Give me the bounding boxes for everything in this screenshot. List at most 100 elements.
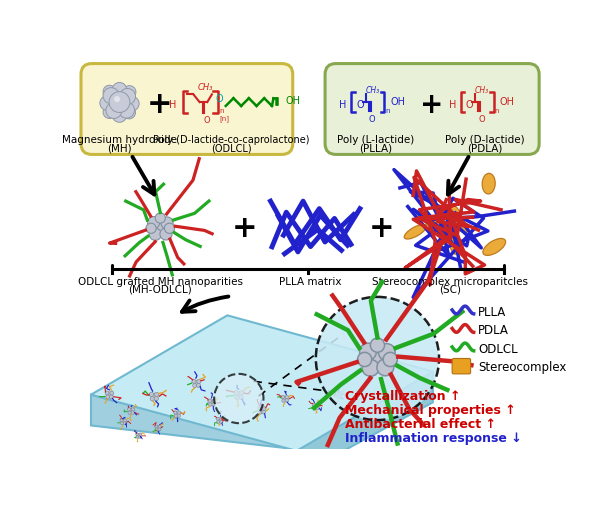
Text: (PLLA): (PLLA): [359, 143, 393, 153]
Circle shape: [123, 107, 136, 120]
Circle shape: [192, 384, 197, 388]
Circle shape: [103, 107, 116, 119]
Circle shape: [137, 434, 140, 437]
Text: n: n: [385, 108, 390, 114]
Circle shape: [282, 399, 286, 402]
Circle shape: [150, 397, 154, 401]
Circle shape: [136, 436, 139, 438]
Circle shape: [362, 360, 379, 377]
Text: O: O: [478, 115, 485, 124]
Text: Stereocomplex: Stereocomplex: [479, 361, 567, 374]
Polygon shape: [91, 395, 296, 449]
Circle shape: [129, 409, 133, 413]
Text: O: O: [216, 94, 223, 104]
Circle shape: [283, 396, 287, 401]
Circle shape: [208, 399, 212, 403]
Ellipse shape: [449, 236, 459, 255]
Text: (SC): (SC): [439, 284, 461, 294]
Circle shape: [358, 352, 371, 367]
Text: OH: OH: [500, 96, 515, 107]
Text: H: H: [169, 100, 177, 110]
Circle shape: [110, 395, 113, 399]
Circle shape: [260, 408, 264, 413]
Text: n: n: [220, 108, 224, 114]
Circle shape: [316, 297, 439, 420]
Circle shape: [337, 393, 341, 397]
Text: +: +: [368, 214, 394, 242]
Circle shape: [197, 384, 200, 388]
Text: O: O: [466, 100, 474, 110]
Circle shape: [103, 88, 119, 105]
Circle shape: [113, 83, 126, 97]
Circle shape: [192, 380, 196, 384]
Circle shape: [239, 391, 244, 395]
Circle shape: [377, 359, 394, 376]
Text: OH: OH: [391, 96, 405, 107]
Polygon shape: [296, 372, 433, 476]
Ellipse shape: [436, 217, 446, 242]
Circle shape: [146, 224, 156, 234]
Circle shape: [258, 411, 262, 414]
Circle shape: [262, 407, 266, 411]
Circle shape: [154, 396, 159, 401]
Circle shape: [110, 391, 114, 395]
Text: Crystallization ↑: Crystallization ↑: [345, 389, 460, 402]
Circle shape: [156, 426, 160, 430]
Text: O: O: [356, 100, 364, 110]
Circle shape: [125, 97, 139, 112]
Text: +: +: [232, 214, 258, 242]
Ellipse shape: [450, 206, 462, 226]
Circle shape: [214, 374, 263, 423]
Circle shape: [239, 395, 243, 399]
Circle shape: [216, 417, 219, 421]
Ellipse shape: [483, 239, 506, 256]
Circle shape: [149, 392, 154, 397]
Circle shape: [281, 395, 284, 399]
FancyBboxPatch shape: [452, 359, 471, 374]
Circle shape: [154, 392, 159, 397]
Ellipse shape: [450, 213, 467, 233]
Text: CH₃: CH₃: [366, 86, 380, 95]
Circle shape: [370, 338, 385, 352]
Circle shape: [123, 86, 136, 99]
Circle shape: [336, 395, 339, 398]
Circle shape: [220, 418, 223, 421]
Circle shape: [151, 393, 157, 399]
FancyBboxPatch shape: [325, 65, 539, 155]
Circle shape: [235, 395, 239, 400]
Circle shape: [123, 419, 126, 422]
Text: (MH): (MH): [107, 143, 132, 153]
Circle shape: [285, 399, 289, 402]
Circle shape: [114, 97, 120, 103]
Text: Magnesium hydroxide: Magnesium hydroxide: [62, 135, 177, 145]
Circle shape: [139, 436, 142, 438]
Circle shape: [120, 422, 123, 425]
Circle shape: [113, 109, 126, 123]
Circle shape: [209, 400, 214, 405]
Circle shape: [236, 392, 242, 398]
Circle shape: [120, 419, 123, 422]
Circle shape: [128, 411, 131, 415]
Circle shape: [159, 425, 161, 428]
Ellipse shape: [482, 174, 495, 194]
Circle shape: [313, 407, 316, 410]
Circle shape: [106, 103, 122, 119]
Circle shape: [220, 421, 223, 424]
Circle shape: [155, 428, 158, 431]
Text: O: O: [368, 115, 375, 124]
Circle shape: [217, 418, 222, 422]
Circle shape: [174, 415, 177, 418]
Ellipse shape: [404, 225, 427, 239]
Text: Poly (L-lactide): Poly (L-lactide): [337, 135, 414, 145]
Text: ODLCL grafted MH nanoparities: ODLCL grafted MH nanoparities: [78, 277, 243, 286]
Circle shape: [212, 399, 216, 403]
Text: (ODLCL): (ODLCL): [211, 143, 252, 153]
Circle shape: [128, 408, 131, 411]
Text: [n]: [n]: [220, 115, 229, 122]
Circle shape: [367, 348, 388, 370]
Circle shape: [136, 433, 139, 436]
Circle shape: [197, 380, 201, 384]
Text: OH: OH: [286, 95, 301, 106]
Polygon shape: [91, 316, 433, 451]
Text: +: +: [420, 90, 443, 118]
